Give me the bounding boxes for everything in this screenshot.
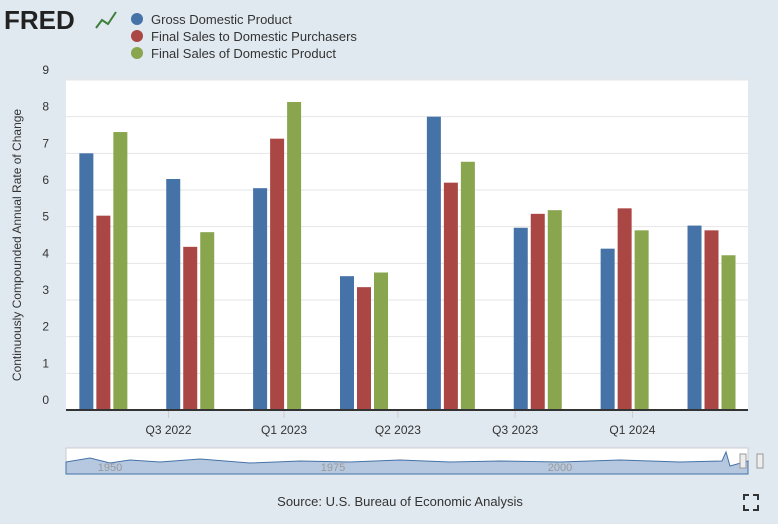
bar [600,248,615,410]
y-tick-label: 8 [42,100,49,114]
bar [113,132,128,411]
bar [79,153,94,411]
x-tick-label: Q1 2023 [261,423,307,437]
navigator-series [65,450,749,475]
y-tick-label: 7 [42,136,49,150]
bar [253,188,268,410]
logo: FRED [4,5,75,35]
bar [373,272,388,410]
logo-icon [95,11,117,29]
bar [270,138,285,410]
legend-swatch [131,30,143,42]
y-tick-label: 0 [42,393,49,407]
bar [426,116,441,411]
bar [513,227,528,410]
legend-swatch [131,13,143,25]
navigator-label: 1975 [321,462,345,474]
bar [547,210,562,410]
bar [356,287,371,410]
bar [96,215,111,410]
navigator-label: 1950 [98,462,122,474]
y-tick-label: 6 [42,173,49,187]
bar [721,255,736,410]
source: Source: U.S. Bureau of Economic Analysis [277,494,523,509]
bar [443,182,458,410]
bar [287,102,302,410]
bar [166,179,181,410]
x-tick-label: Q1 2024 [609,423,655,437]
bar [460,161,475,410]
bar [200,232,215,410]
bar [704,230,719,410]
y-tick-label: 5 [42,210,49,224]
x-tick-label: Q2 2023 [375,423,421,437]
bar [617,208,632,410]
bar [339,276,354,410]
y-tick-label: 1 [42,356,49,370]
legend-label: Final Sales to Domestic Purchasers [151,29,357,44]
bar [634,230,649,410]
y-tick-label: 3 [42,283,49,297]
y-tick-label: 2 [42,320,49,334]
y-tick-label: 4 [42,246,49,260]
bar [183,246,198,410]
bar [687,225,702,410]
x-tick-label: Q3 2023 [492,423,538,437]
navigator-label: 2000 [548,462,572,474]
fullscreen-icon[interactable] [743,494,759,511]
legend-swatch [131,47,143,59]
legend-label: Gross Domestic Product [151,12,292,27]
y-tick-label: 9 [42,63,49,77]
legend-label: Final Sales of Domestic Product [151,46,336,61]
x-tick-label: Q3 2022 [145,423,191,437]
navigator-handle[interactable] [739,453,747,469]
navigator-handle[interactable] [756,453,764,469]
bar [530,213,545,410]
y-axis-label: Continuously Compounded Annual Rate of C… [10,109,24,382]
